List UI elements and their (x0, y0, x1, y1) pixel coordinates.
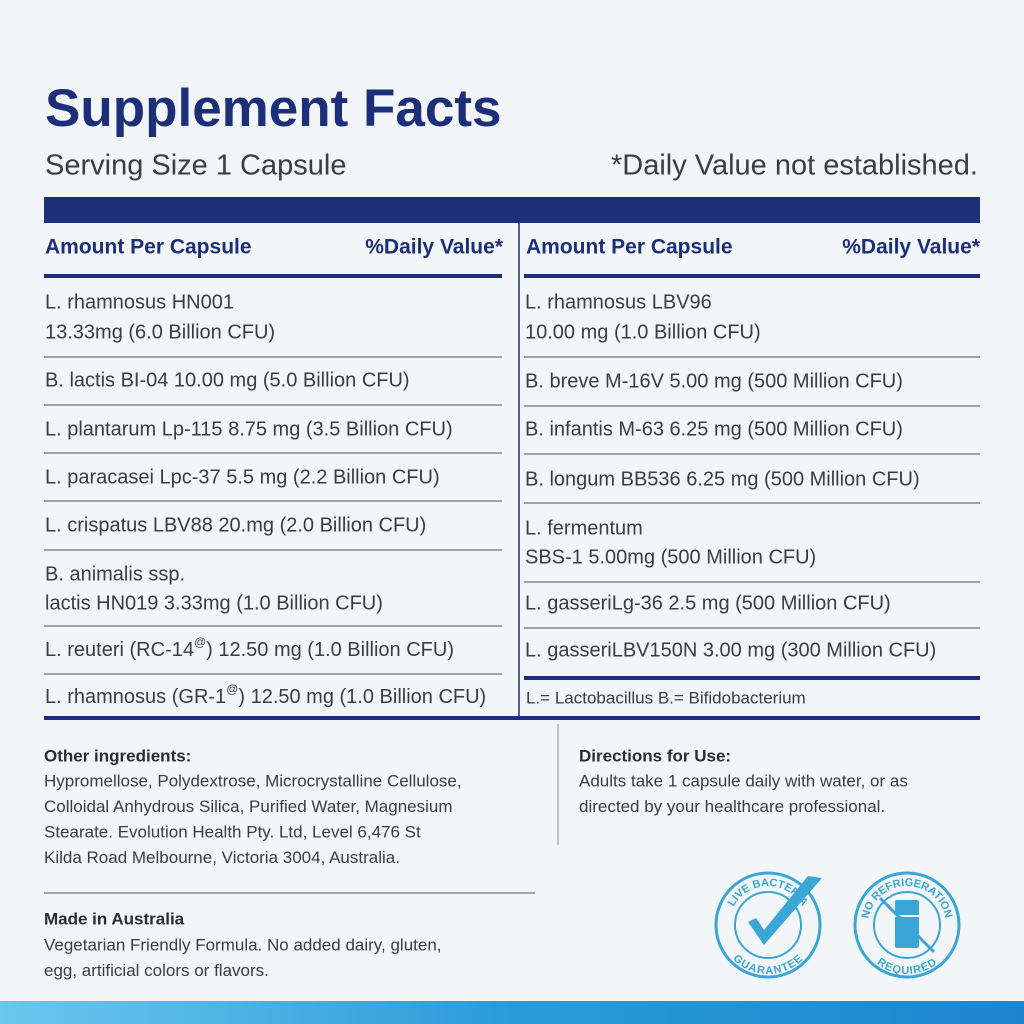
row-text: B. breve M-16V 5.00 mg (500 Million CFU) (525, 370, 903, 392)
column-header: Amount Per Capsule (45, 236, 252, 259)
paragraphs: Hypromellose, Polydextrose, Microcrystal… (44, 771, 908, 980)
row-text: L. reuteri (RC-14@) 12.50 mg (1.0 Billio… (45, 635, 454, 661)
badge-ring (853, 871, 961, 979)
header-rule (44, 274, 502, 278)
row-text: L. crispatus LBV88 20.mg (2.0 Billion CF… (45, 514, 426, 536)
column-header: %Daily Value* (365, 236, 504, 259)
badge-ring (714, 871, 822, 979)
slash-icon (878, 896, 936, 954)
column-header: %Daily Value* (842, 236, 981, 259)
table-bottom (44, 716, 980, 720)
badge: LIVE BACTERIA GUARANTEE (714, 871, 822, 979)
row-text: L. gasseriLg-36 2.5 mg (500 Million CFU) (525, 592, 891, 614)
row-text: L. rhamnosus HN001 (45, 291, 234, 313)
row-text: L. reuteri (RC-14 (45, 639, 194, 661)
row-text: B. infantis M-63 6.25 mg (500 Million CF… (525, 418, 903, 440)
paragraph-line: Vegetarian Friendly Formula. No added da… (44, 935, 442, 954)
header-rule (524, 274, 980, 278)
paragraph-line: Hypromellose, Polydextrose, Microcrystal… (44, 771, 462, 790)
badge-ring (734, 891, 802, 959)
row-text: lactis HN019 3.33mg (1.0 Billion CFU) (45, 592, 383, 614)
badge-ring (873, 891, 941, 959)
paragraph-line: Kilda Road Melbourne, Victoria 3004, Aus… (44, 848, 400, 867)
column-header: Amount Per Capsule (526, 236, 733, 259)
header-bar (44, 197, 980, 223)
superscript: @ (194, 635, 206, 649)
row-text: L. gasseriLBV150N 3.00 mg (300 Million C… (525, 639, 936, 661)
row-text: L. rhamnosus (GR-1@) 12.50 mg (1.0 Billi… (45, 682, 486, 708)
bottom-strip (0, 1001, 1024, 1024)
paragraph-line: egg, artificial colors or flavors. (44, 961, 269, 980)
paragraph-line: directed by your healthcare professional… (579, 797, 885, 816)
legend: L.= Lactobacillus B.= Bifidobacterium (526, 688, 806, 707)
row-text: B. lactis BI-04 10.00 mg (5.0 Billion CF… (45, 369, 410, 391)
section-heading: Other ingredients: (44, 746, 191, 765)
row-text: L. fermentum (525, 517, 643, 539)
row-text: L. plantarum Lp-115 8.75 mg (3.5 Billion… (45, 418, 453, 440)
superscript: @ (226, 682, 238, 696)
dv-note: *Daily Value not established. (611, 150, 978, 182)
row-text: ) 12.50 mg (1.0 Billion CFU) (206, 639, 454, 661)
paragraph-line: Adults take 1 capsule daily with water, … (579, 771, 908, 790)
row-text: 13.33mg (6.0 Billion CFU) (45, 321, 275, 343)
section-heading: Made in Australia (44, 909, 185, 928)
row-text: B. longum BB536 6.25 mg (500 Million CFU… (525, 468, 920, 490)
row-text: 10.00 mg (1.0 Billion CFU) (525, 321, 761, 343)
row-text: ) 12.50 mg (1.0 Billion CFU) (238, 686, 486, 708)
paragraph-line: Stearate. Evolution Health Pty. Ltd, Lev… (44, 822, 421, 841)
row-text: L. rhamnosus LBV96 (525, 291, 712, 313)
check-icon (748, 876, 822, 945)
rows: L. rhamnosus HN001 13.33mg (6.0 Billion C… (44, 291, 980, 708)
paragraph-line: Colloidal Anhydrous Silica, Purified Wat… (44, 797, 453, 816)
title: Supplement Facts (45, 79, 501, 138)
row-text: L. paracasei Lpc-37 5.5 mg (2.2 Billion … (45, 466, 440, 488)
row-text: B. animalis ssp. (45, 563, 185, 585)
row-text: SBS-1 5.00mg (500 Million CFU) (525, 546, 816, 568)
serving-size: Serving Size 1 Capsule (45, 150, 346, 182)
legend-rule (524, 676, 980, 680)
row-text: L. rhamnosus (GR-1 (45, 686, 226, 708)
section-heading: Directions for Use: (579, 746, 731, 765)
